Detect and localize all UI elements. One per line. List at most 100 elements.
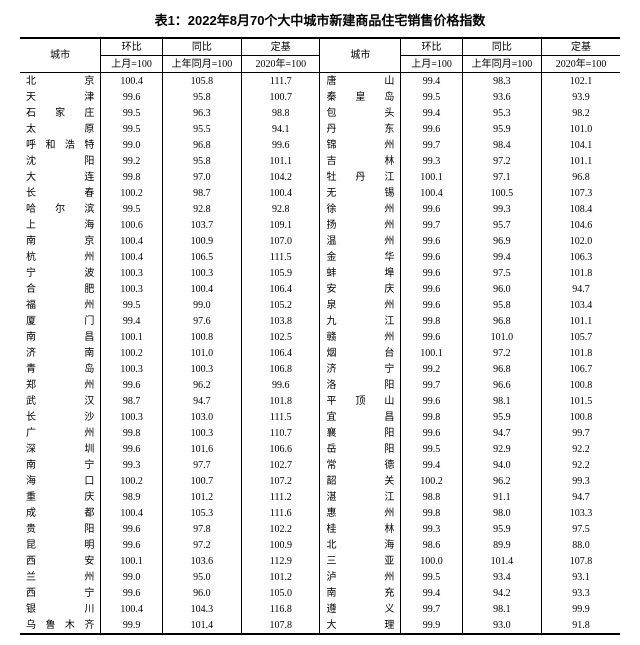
cell: 襄阳: [320, 425, 401, 441]
cell: 100.8: [542, 377, 620, 393]
cell: 100.1: [401, 169, 462, 185]
cell: 99.5: [101, 121, 162, 137]
table-row: 贵阳99.697.8102.2桂林99.395.997.5: [20, 521, 620, 537]
cell: 南宁: [20, 457, 101, 473]
cell: 99.4: [401, 105, 462, 121]
col-mom-sub: 上月=100: [101, 56, 162, 73]
cell: 99.6: [242, 377, 320, 393]
cell: 111.6: [242, 505, 320, 521]
cell: 95.3: [462, 105, 541, 121]
cell: 98.7: [162, 185, 241, 201]
cell: 大连: [20, 169, 101, 185]
cell: 海口: [20, 473, 101, 489]
cell: 99.3: [542, 473, 620, 489]
cell: 丹东: [320, 121, 401, 137]
cell: 98.8: [401, 489, 462, 505]
cell: 98.2: [542, 105, 620, 121]
cell: 扬州: [320, 217, 401, 233]
cell: 97.5: [462, 265, 541, 281]
cell: 韶关: [320, 473, 401, 489]
cell: 101.6: [162, 441, 241, 457]
cell: 99.5: [101, 105, 162, 121]
cell: 重庆: [20, 489, 101, 505]
cell: 99.7: [401, 137, 462, 153]
cell: 西安: [20, 553, 101, 569]
cell: 94.1: [242, 121, 320, 137]
table-row: 呼和浩特99.096.899.6锦州99.798.4104.1: [20, 137, 620, 153]
cell: 91.1: [462, 489, 541, 505]
cell: 99.6: [401, 233, 462, 249]
cell: 100.6: [101, 217, 162, 233]
cell: 103.3: [542, 505, 620, 521]
cell: 广州: [20, 425, 101, 441]
cell: 三亚: [320, 553, 401, 569]
cell: 93.4: [462, 569, 541, 585]
table-row: 南京100.4100.9107.0温州99.696.9102.0: [20, 233, 620, 249]
cell: 100.1: [101, 553, 162, 569]
cell: 92.2: [542, 457, 620, 473]
cell: 100.2: [101, 473, 162, 489]
cell: 99.8: [101, 169, 162, 185]
cell: 96.2: [462, 473, 541, 489]
cell: 112.9: [242, 553, 320, 569]
cell: 101.2: [242, 569, 320, 585]
cell: 101.1: [542, 313, 620, 329]
table-row: 广州99.8100.3110.7襄阳99.694.799.7: [20, 425, 620, 441]
cell: 97.2: [162, 537, 241, 553]
cell: 99.5: [401, 441, 462, 457]
cell: 95.8: [462, 297, 541, 313]
cell: 99.0: [162, 297, 241, 313]
col-base: 定基: [242, 38, 320, 56]
table-row: 青岛100.3100.3106.8济宁99.296.8106.7: [20, 361, 620, 377]
cell: 93.6: [462, 89, 541, 105]
cell: 100.0: [401, 553, 462, 569]
table-row: 兰州99.095.0101.2泸州99.593.493.1: [20, 569, 620, 585]
cell: 泸州: [320, 569, 401, 585]
cell: 牡丹江: [320, 169, 401, 185]
cell: 99.6: [401, 297, 462, 313]
cell: 95.7: [462, 217, 541, 233]
cell: 99.7: [401, 601, 462, 617]
cell: 111.5: [242, 249, 320, 265]
table-row: 沈阳99.295.8101.1吉林99.397.2101.1: [20, 153, 620, 169]
cell: 101.4: [462, 553, 541, 569]
cell: 102.2: [242, 521, 320, 537]
cell: 太原: [20, 121, 101, 137]
cell: 96.3: [162, 105, 241, 121]
cell: 100.8: [542, 409, 620, 425]
cell: 99.4: [401, 73, 462, 90]
cell: 101.1: [542, 153, 620, 169]
cell: 锦州: [320, 137, 401, 153]
cell: 99.6: [401, 249, 462, 265]
col-mom: 环比: [401, 38, 462, 56]
cell: 102.7: [242, 457, 320, 473]
cell: 101.8: [242, 393, 320, 409]
col-city: 城市: [20, 38, 101, 73]
cell: 赣州: [320, 329, 401, 345]
cell: 100.2: [101, 185, 162, 201]
cell: 深圳: [20, 441, 101, 457]
cell: 97.6: [162, 313, 241, 329]
cell: 98.3: [462, 73, 541, 90]
cell: 96.8: [462, 313, 541, 329]
cell: 100.9: [162, 233, 241, 249]
cell: 99.9: [542, 601, 620, 617]
col-yoy-sub: 上年同月=100: [462, 56, 541, 73]
cell: 哈尔滨: [20, 201, 101, 217]
cell: 94.7: [542, 281, 620, 297]
cell: 95.9: [462, 521, 541, 537]
cell: 101.5: [542, 393, 620, 409]
cell: 111.7: [242, 73, 320, 90]
cell: 100.5: [462, 185, 541, 201]
cell: 惠州: [320, 505, 401, 521]
cell: 99.5: [101, 201, 162, 217]
cell: 宜昌: [320, 409, 401, 425]
cell: 97.5: [542, 521, 620, 537]
cell: 97.2: [462, 153, 541, 169]
cell: 107.2: [242, 473, 320, 489]
table-row: 海口100.2100.7107.2韶关100.296.299.3: [20, 473, 620, 489]
cell: 99.7: [542, 425, 620, 441]
cell: 温州: [320, 233, 401, 249]
cell: 99.6: [401, 201, 462, 217]
cell: 101.8: [542, 345, 620, 361]
